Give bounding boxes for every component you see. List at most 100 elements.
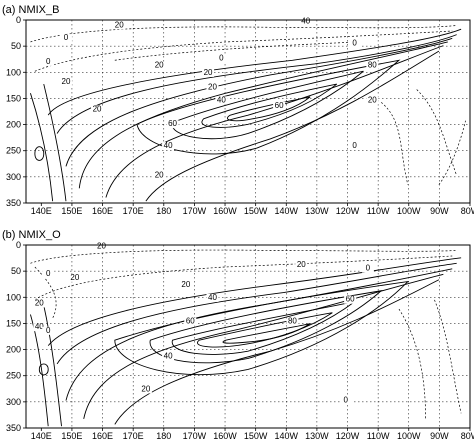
y-tick-label: 300 <box>6 172 21 182</box>
contour-line-dashed <box>35 256 452 300</box>
panel-title: (b) NMIX_O <box>2 229 61 241</box>
contour-label: 60 <box>346 295 355 304</box>
y-tick-label: 50 <box>11 41 21 51</box>
contour-label-bg <box>366 96 379 105</box>
x-tick-label: 110W <box>367 431 390 441</box>
contour-label-bg <box>339 396 352 405</box>
contour-label-bg <box>33 323 46 332</box>
contour-line <box>57 35 457 134</box>
contour-label: 60 <box>275 101 284 110</box>
contour-line-dashed <box>399 309 426 419</box>
y-tick-label: 350 <box>6 423 21 433</box>
contour-label: 40 <box>35 322 44 331</box>
contour-label-bg <box>153 61 166 70</box>
contour-line <box>172 71 363 139</box>
x-tick-label: 130W <box>305 206 329 216</box>
contour-label: 40 <box>217 95 226 104</box>
contour-line <box>44 84 66 201</box>
x-tick-label: 140E <box>31 206 52 216</box>
contour-label-bg <box>91 105 104 114</box>
contour-line <box>172 302 354 355</box>
contour-line <box>115 282 408 375</box>
x-tick-label: 100W <box>397 206 421 216</box>
contour-line <box>66 269 452 401</box>
contour-line <box>84 274 444 419</box>
contour-label-bg <box>361 264 374 273</box>
contour-label: 20 <box>35 298 44 307</box>
y-tick-label: 100 <box>6 292 21 302</box>
contour-label-bg <box>59 78 72 87</box>
contour-line <box>30 93 52 201</box>
x-tick-label: 150E <box>61 431 82 441</box>
contour-label-bg <box>202 68 215 77</box>
y-tick-label: 250 <box>6 371 21 381</box>
contour-label-bg <box>139 385 152 394</box>
contour-label: 60 <box>168 119 177 128</box>
contour-lines <box>30 250 461 426</box>
contour-label-bg <box>295 260 308 269</box>
y-tick-label: 200 <box>6 345 21 355</box>
x-tick-label: 160W <box>213 431 237 441</box>
contour-label: 0 <box>343 395 348 404</box>
contour-line <box>137 60 399 154</box>
contour-label-bg <box>166 120 179 129</box>
contour-line <box>223 324 310 344</box>
contour-label-bg <box>366 61 379 70</box>
contour-label: 40 <box>208 293 217 302</box>
contour-label-bg <box>348 39 361 48</box>
x-tick-label: 170E <box>123 431 144 441</box>
contour-label: 20 <box>97 242 106 251</box>
contour-label-bg <box>68 273 81 282</box>
contour-line <box>79 42 448 188</box>
contour-label-bg <box>273 101 286 110</box>
contour-line-dashed <box>30 250 456 263</box>
x-tick-label: 150W <box>244 206 268 216</box>
y-tick-label: 150 <box>6 93 21 103</box>
contour-label: 0 <box>46 57 51 66</box>
contour-label-bg <box>42 57 55 66</box>
contour-line <box>44 305 62 426</box>
x-tick-label: 170W <box>183 431 207 441</box>
contour-label: 20 <box>155 61 164 70</box>
contour-line-dashed <box>35 267 56 318</box>
panel-title: (a) NMIX_B <box>2 4 59 16</box>
contour-line <box>35 147 44 161</box>
x-tick-label: 160E <box>92 206 113 216</box>
y-tick-label: 250 <box>6 146 21 156</box>
y-tick-label: 100 <box>6 67 21 77</box>
x-tick-label: 80W <box>461 431 474 441</box>
contour-lines <box>30 25 465 201</box>
contour-line <box>48 258 461 346</box>
x-tick-label: 80W <box>461 206 474 216</box>
panel-a: (a) NMIX_B 140E 150E 160E 170E 180 170W 160W 150… <box>2 4 474 216</box>
contour-label: 80 <box>368 61 377 70</box>
contour-line <box>57 263 457 364</box>
contour-label-bg <box>348 142 361 151</box>
x-tick-label: 170E <box>123 206 144 216</box>
contour-label-bg <box>162 142 175 151</box>
contour-label-bg <box>113 21 126 30</box>
contour-line <box>48 29 461 115</box>
contour-label: 0 <box>64 33 69 42</box>
x-tick-label: 110W <box>367 206 390 216</box>
contour-label-bg <box>42 270 55 279</box>
contour-label-bg <box>179 281 192 290</box>
contour-label-bg <box>286 317 299 326</box>
contour-label: 40 <box>164 351 173 360</box>
contour-line-dashed <box>381 102 408 184</box>
x-tick-label: 160W <box>213 206 237 216</box>
y-tick-label: 150 <box>6 318 21 328</box>
contour-label-bg <box>344 295 357 304</box>
x-tick-label: 150E <box>61 206 82 216</box>
contour-label-bg <box>206 83 219 92</box>
plot-frame <box>25 244 471 429</box>
contour-label-bg <box>206 293 219 302</box>
contour-line-dashed <box>30 25 456 41</box>
contour-label-bg <box>184 317 197 326</box>
contour-label: 20 <box>181 280 190 289</box>
contour-label: 60 <box>186 317 195 326</box>
contour-label: 0 <box>46 326 51 335</box>
contour-label-bg <box>299 17 312 26</box>
contour-label: 0 <box>352 39 357 48</box>
